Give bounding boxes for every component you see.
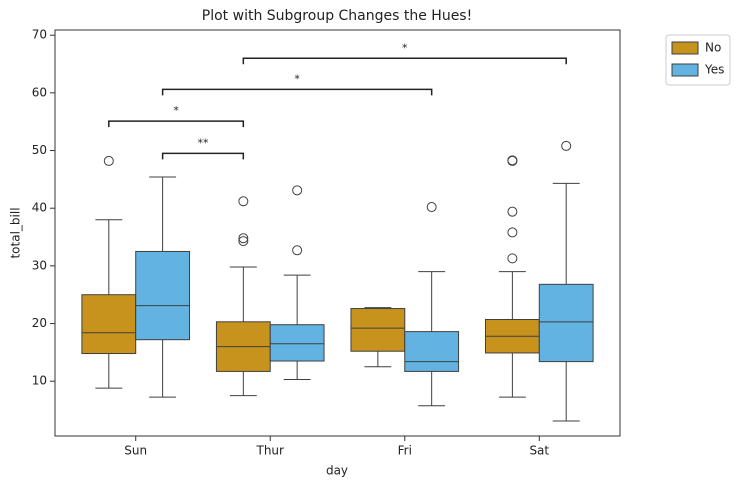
significance-label: **	[197, 136, 209, 149]
y-tick-label: 70	[32, 28, 47, 42]
x-axis-label: day	[326, 464, 348, 478]
legend-swatch	[671, 63, 699, 77]
significance-bracket	[242, 57, 567, 65]
x-tick-label: Fri	[398, 444, 412, 458]
outlier	[238, 196, 249, 207]
y-tick-label: 50	[32, 143, 47, 157]
y-tick-label: 10	[32, 374, 47, 388]
outlier	[507, 206, 518, 217]
plot-frame	[54, 29, 621, 437]
box	[269, 324, 325, 362]
outlier	[507, 253, 518, 264]
significance-bracket	[108, 120, 245, 128]
outlier	[426, 202, 437, 213]
outlier	[507, 227, 518, 238]
y-tick-label: 20	[32, 316, 47, 330]
x-tick-label: Sat	[529, 444, 549, 458]
y-tick-label: 30	[32, 258, 47, 272]
box	[538, 283, 594, 363]
outlier	[238, 233, 249, 244]
y-tick-label: 60	[32, 85, 47, 99]
box	[350, 308, 406, 352]
x-tick-label: Sun	[124, 444, 147, 458]
box	[81, 294, 137, 355]
legend-label: Yes	[704, 63, 724, 77]
y-axis-label: total_bill	[9, 207, 23, 258]
outlier	[292, 185, 303, 196]
legend-swatch	[671, 41, 699, 55]
outlier	[507, 155, 518, 166]
significance-label: *	[294, 72, 300, 85]
significance-bracket	[161, 88, 433, 96]
outlier	[292, 245, 303, 256]
y-tick-label: 40	[32, 201, 47, 215]
significance-label: *	[402, 41, 408, 54]
box	[135, 250, 191, 341]
significance-bracket	[161, 152, 245, 160]
chart-title: Plot with Subgroup Changes the Hues!	[202, 8, 472, 24]
box	[404, 331, 460, 372]
outlier	[238, 236, 249, 247]
outlier	[103, 155, 114, 166]
legend-label: No	[705, 41, 721, 55]
significance-label: *	[173, 104, 179, 117]
x-tick-label: Thur	[255, 444, 284, 458]
outlier	[561, 140, 572, 151]
